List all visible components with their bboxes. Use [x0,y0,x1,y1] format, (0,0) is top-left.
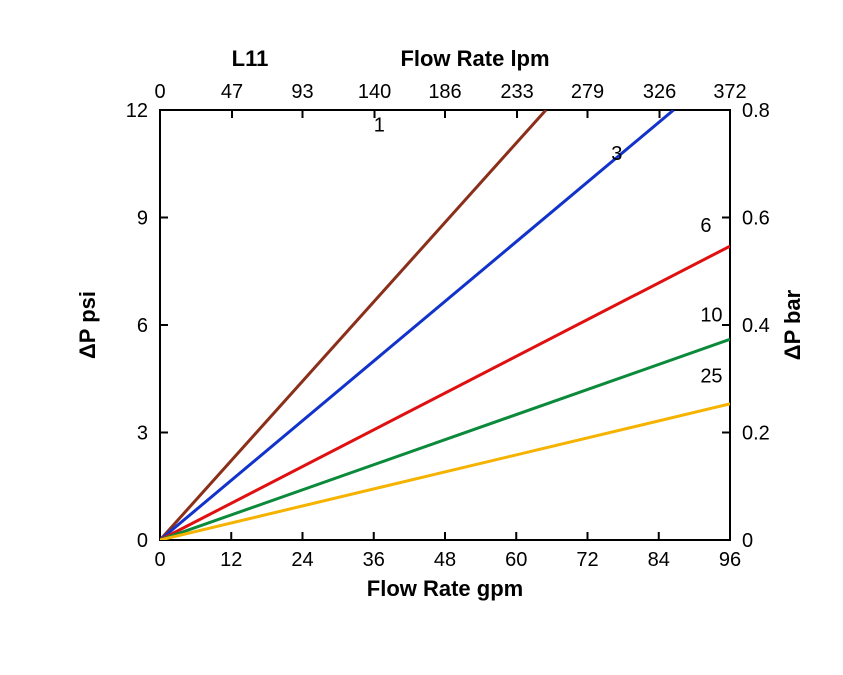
x-bottom-axis-label: Flow Rate gpm [367,576,523,601]
x-bottom-tick-label: 48 [434,549,456,571]
x-bottom-tick-label: 96 [719,549,741,571]
x-top-tick-label: 47 [221,81,243,103]
series-line-6 [160,246,730,540]
chart-model-label: L11 [232,46,269,71]
x-bottom-tick-label: 84 [648,549,670,571]
series-label-1: 1 [374,115,385,137]
y-right-tick-label: 0.6 [742,208,770,230]
x-bottom-tick-label: 36 [363,549,385,571]
x-bottom-tick-label: 60 [505,549,527,571]
y-left-tick-label: 3 [137,423,148,445]
x-bottom-tick-label: 72 [576,549,598,571]
x-bottom-tick-label: 24 [291,549,313,571]
pressure-flow-chart: 01224364860728496Flow Rate gpm0479314018… [0,0,843,675]
series-label-6: 6 [700,215,711,237]
y-right-tick-label: 0.4 [742,315,770,337]
x-bottom-tick-label: 0 [154,549,165,571]
y-right-axis-label: ΔP bar [780,289,805,360]
y-right-tick-label: 0.2 [742,423,770,445]
x-top-tick-label: 140 [358,81,391,103]
chart-container: { "chart": { "type": "line", "canvas": {… [0,0,843,675]
series-line-25 [160,404,730,540]
series-line-1 [160,110,546,540]
x-top-tick-label: 93 [291,81,313,103]
y-right-tick-label: 0.8 [742,100,770,122]
x-top-tick-label: 326 [643,81,676,103]
y-left-axis-label: ΔP psi [75,291,100,359]
series-label-10: 10 [700,304,722,326]
x-bottom-tick-label: 12 [220,549,242,571]
x-top-tick-label: 0 [154,81,165,103]
series-line-3 [160,110,674,540]
y-left-tick-label: 0 [137,530,148,552]
x-top-tick-label: 279 [571,81,604,103]
x-top-tick-label: 186 [428,81,461,103]
x-top-axis-label: Flow Rate lpm [400,46,549,71]
y-right-tick-label: 0 [742,530,753,552]
plot-frame [160,110,730,540]
y-left-tick-label: 6 [137,315,148,337]
series-label-3: 3 [611,143,622,165]
series-line-10 [160,339,730,540]
x-top-tick-label: 233 [500,81,533,103]
y-left-tick-label: 9 [137,208,148,230]
series-label-25: 25 [700,365,722,387]
y-left-tick-label: 12 [126,100,148,122]
